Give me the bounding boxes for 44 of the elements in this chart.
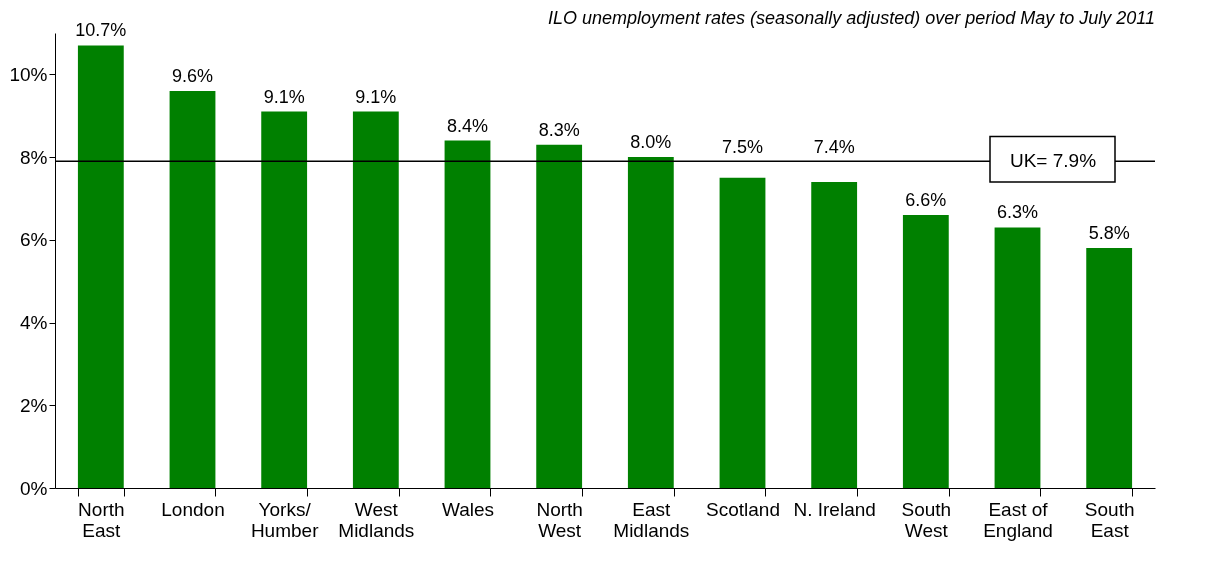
- data-label: 5.8%: [1088, 223, 1130, 244]
- data-label: 9.1%: [263, 86, 305, 107]
- x-tick-label: Scotland: [706, 498, 780, 520]
- x-tick-label: North West: [536, 498, 583, 541]
- data-label: 9.1%: [355, 86, 397, 107]
- x-tick-label: North East: [78, 498, 125, 541]
- bar: [902, 215, 949, 488]
- x-tick-label: South West: [901, 498, 952, 541]
- x-tick-label: Yorks/ Humber: [250, 498, 320, 541]
- x-tick-label: South East: [1084, 498, 1135, 541]
- bar: [811, 181, 858, 488]
- bar: [444, 140, 491, 488]
- y-tick-label: 8%: [20, 146, 48, 168]
- x-tick-label: East of England: [983, 498, 1053, 541]
- bar: [719, 177, 766, 488]
- bar: [261, 111, 308, 488]
- bar: [627, 157, 674, 488]
- y-tick-label: 0%: [20, 477, 48, 499]
- x-tick-label: Wales: [441, 498, 495, 520]
- ref-line-label: UK= 7.9%: [1009, 150, 1097, 172]
- text: ILO unemployment rates (seasonally adjusted) over period May to July 2011: [548, 8, 1155, 28]
- data-label: 10.7%: [75, 20, 127, 41]
- data-label: 8.4%: [446, 115, 489, 136]
- data-label: 6.3%: [996, 202, 1039, 223]
- data-label: 9.6%: [171, 65, 214, 86]
- data-label: 8.3%: [538, 119, 580, 140]
- x-tick-label: West Midlands: [338, 498, 415, 541]
- x-tick-label: London: [161, 498, 225, 520]
- bar: [1086, 248, 1133, 488]
- data-label: 7.4%: [813, 137, 855, 158]
- bar: [352, 111, 399, 488]
- data-label: 8.0%: [630, 132, 672, 153]
- y-tick-label: 6%: [20, 229, 48, 251]
- bar: [169, 90, 216, 488]
- data-label: 7.5%: [721, 137, 764, 158]
- y-tick-label: 2%: [20, 394, 48, 416]
- x-tick-label: East Midlands: [613, 498, 690, 541]
- bar: [536, 144, 583, 488]
- x-tick-label: N. Ireland: [793, 498, 876, 520]
- y-tick-label: 10%: [9, 63, 48, 85]
- data-label: 6.6%: [905, 190, 947, 210]
- bar: [994, 227, 1041, 488]
- bar: [77, 45, 124, 488]
- y-tick-label: 4%: [20, 312, 48, 334]
